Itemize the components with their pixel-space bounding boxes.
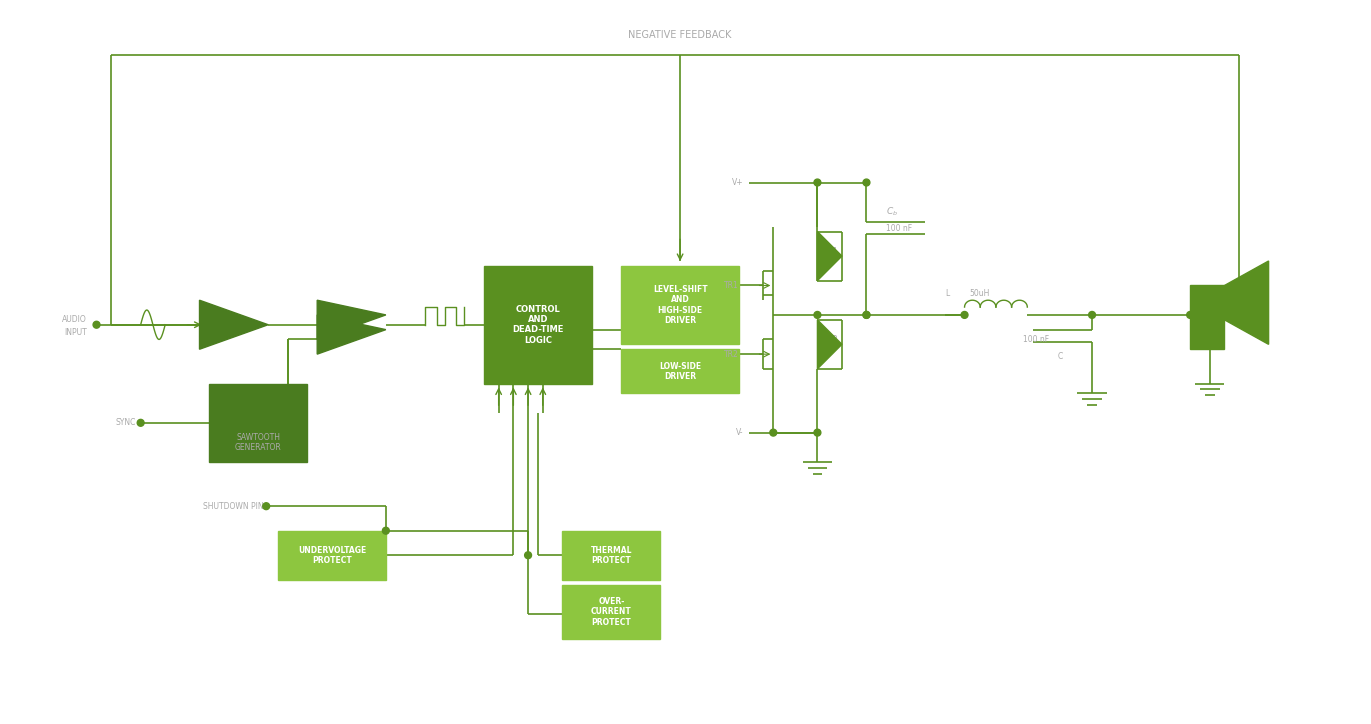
Text: C: C [1057,352,1063,361]
Text: CONTROL
AND
DEAD-TIME
LOGIC: CONTROL AND DEAD-TIME LOGIC [513,305,563,345]
Text: 4 Ohm: 4 Ohm [1230,291,1257,300]
Circle shape [525,552,532,559]
Polygon shape [817,232,842,281]
Polygon shape [317,300,385,340]
FancyBboxPatch shape [1190,285,1224,349]
Circle shape [263,502,270,510]
Circle shape [814,311,821,319]
Text: SHUTDOWN PIN: SHUTDOWN PIN [203,502,263,510]
Polygon shape [817,320,842,369]
Text: UNDERVOLTAGE
PROTECT: UNDERVOLTAGE PROTECT [298,545,366,565]
Circle shape [93,321,100,328]
Text: OVER-
CURRENT
PROTECT: OVER- CURRENT PROTECT [591,597,632,626]
Circle shape [1089,311,1095,319]
FancyBboxPatch shape [484,266,592,384]
Polygon shape [317,315,385,354]
Text: INPUT: INPUT [64,328,86,337]
Text: V-: V- [736,428,744,437]
Circle shape [961,311,968,319]
Circle shape [137,419,144,426]
Text: SYNC: SYNC [115,418,136,427]
Circle shape [862,311,869,319]
Text: TR1: TR1 [724,281,739,290]
Text: TR2: TR2 [724,350,739,358]
Text: 100 nF: 100 nF [886,224,912,233]
Text: 50uH: 50uH [969,289,990,298]
Polygon shape [1224,261,1268,345]
Circle shape [1187,311,1194,319]
Text: LOW-SIDE
DRIVER: LOW-SIDE DRIVER [659,361,701,381]
Circle shape [862,179,869,186]
FancyBboxPatch shape [562,531,661,580]
FancyBboxPatch shape [562,585,661,639]
Circle shape [771,429,777,436]
FancyBboxPatch shape [621,266,739,345]
FancyBboxPatch shape [210,384,307,462]
Circle shape [862,311,869,319]
Text: L: L [945,289,949,298]
Text: $C_b$: $C_b$ [886,206,898,218]
Text: 100 nF: 100 nF [1023,335,1050,344]
Text: NEGATIVE FEEDBACK: NEGATIVE FEEDBACK [628,30,732,41]
Circle shape [814,179,821,186]
Text: D2: D2 [827,335,838,344]
Circle shape [814,429,821,436]
Text: LEVEL-SHIFT
AND
HIGH-SIDE
DRIVER: LEVEL-SHIFT AND HIGH-SIDE DRIVER [653,285,707,325]
Text: THERMAL
PROTECT: THERMAL PROTECT [591,545,632,565]
Text: D1: D1 [827,247,838,256]
Polygon shape [200,300,269,349]
Circle shape [383,527,389,534]
Text: AUDIO: AUDIO [62,316,86,324]
FancyBboxPatch shape [621,349,739,393]
Text: V+: V+ [732,178,744,187]
FancyBboxPatch shape [278,531,385,580]
Text: SAWTOOTH
GENERATOR: SAWTOOTH GENERATOR [234,433,281,452]
